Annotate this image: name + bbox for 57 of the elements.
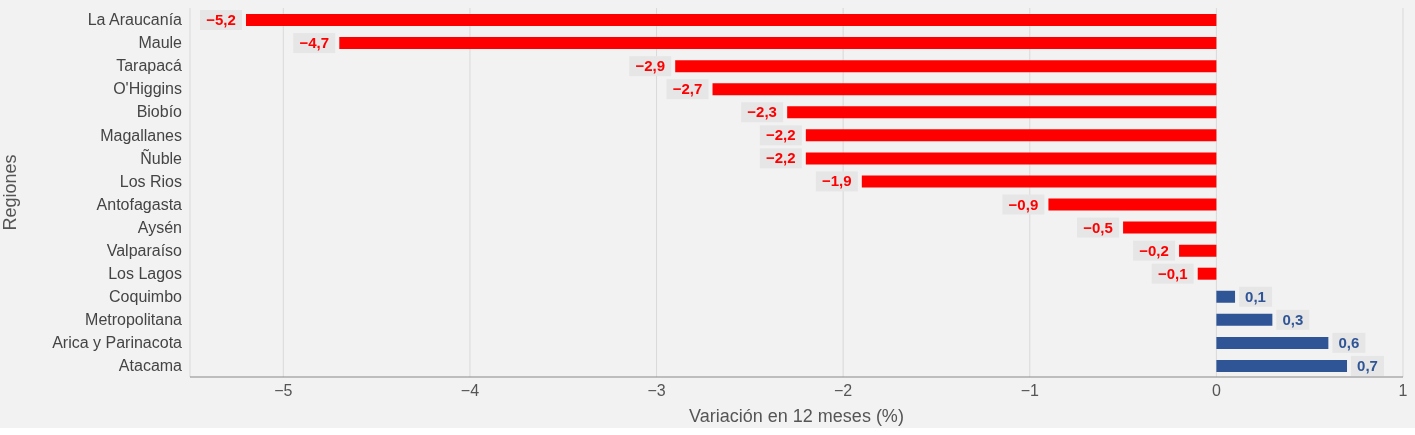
data-label: −4,7	[299, 34, 330, 52]
y-tick-label: Arica y Parinacota	[52, 334, 183, 352]
y-tick-label: Antofagasta	[96, 195, 183, 213]
data-label: −2,7	[672, 80, 703, 98]
data-label: −2,9	[635, 57, 666, 75]
data-label: 0,6	[1338, 333, 1360, 351]
x-axis-title: Variación en 12 meses (%)	[689, 406, 904, 426]
data-label: −2,2	[766, 149, 796, 167]
bar	[675, 60, 1217, 73]
data-label: 0,1	[1245, 287, 1266, 305]
y-tick-label: Magallanes	[100, 126, 182, 144]
bar	[805, 129, 1217, 142]
data-label: −0,5	[1083, 218, 1113, 236]
y-tick-label: Los Rios	[119, 172, 182, 190]
bar	[861, 175, 1217, 188]
data-label: −2,3	[747, 103, 777, 121]
x-tick-label: −1	[1020, 382, 1039, 400]
bar	[787, 106, 1217, 119]
y-tick-label: Tarapacá	[116, 57, 183, 75]
data-label: −0,2	[1139, 241, 1169, 259]
y-axis-title: Regiones	[0, 154, 21, 231]
bar	[245, 14, 1217, 26]
x-tick-label: 1	[1398, 382, 1408, 400]
data-label: −0,9	[1008, 195, 1039, 213]
data-label: −2,2	[766, 126, 796, 144]
bar	[1197, 267, 1217, 280]
x-tick-label: −2	[834, 382, 853, 400]
y-tick-label: Maule	[138, 34, 183, 52]
y-tick-label: Metropolitana	[85, 311, 183, 329]
data-label: −5,2	[206, 11, 236, 28]
bar	[712, 83, 1217, 96]
bar	[1216, 336, 1329, 349]
x-tick-label: −3	[647, 382, 666, 400]
bar	[339, 37, 1217, 50]
bar	[1216, 290, 1236, 303]
y-tick-label: La Araucanía	[87, 11, 183, 29]
data-label: −0,1	[1157, 264, 1188, 282]
data-label: 0,7	[1357, 356, 1378, 374]
y-tick-label: Biobío	[136, 103, 183, 121]
bar	[1216, 359, 1348, 372]
data-label: −1,9	[822, 172, 852, 190]
y-tick-label: Coquimbo	[109, 287, 183, 305]
x-tick-label: −4	[460, 382, 480, 400]
x-tick-label: −5	[274, 382, 293, 400]
bar	[1123, 221, 1217, 234]
data-label: 0,3	[1282, 310, 1304, 328]
y-tick-label: Ñuble	[140, 147, 183, 167]
y-tick-label: O'Higgins	[113, 80, 182, 98]
y-tick-label: Aysén	[137, 218, 182, 236]
bar	[1216, 313, 1273, 326]
y-tick-label: Valparaíso	[106, 241, 183, 259]
y-tick-label: Los Lagos	[108, 264, 182, 282]
x-tick-label: 0	[1211, 382, 1221, 400]
bar	[805, 152, 1217, 165]
bar	[1179, 244, 1217, 257]
bar	[1048, 198, 1217, 211]
y-tick-label: Atacama	[118, 357, 183, 375]
